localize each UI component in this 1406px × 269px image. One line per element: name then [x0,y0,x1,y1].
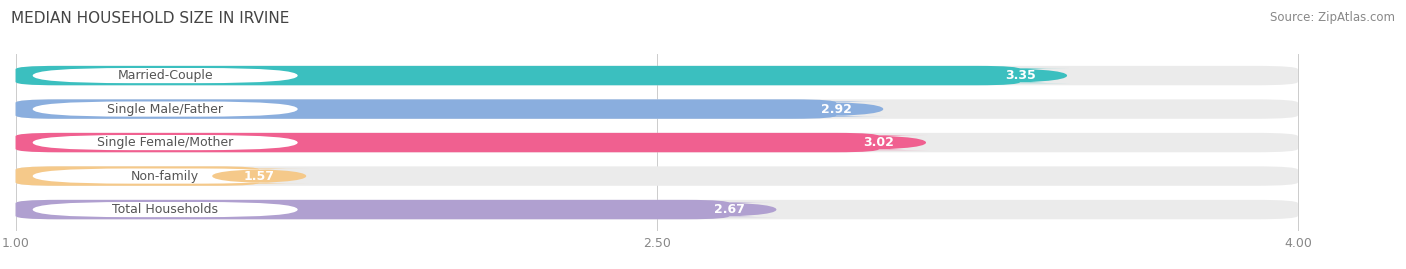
FancyBboxPatch shape [830,135,929,150]
FancyBboxPatch shape [15,99,837,119]
Text: Married-Couple: Married-Couple [117,69,212,82]
Text: 3.02: 3.02 [863,136,894,149]
FancyBboxPatch shape [786,101,886,117]
FancyBboxPatch shape [32,168,298,184]
FancyBboxPatch shape [15,166,1298,186]
Text: MEDIAN HOUSEHOLD SIZE IN IRVINE: MEDIAN HOUSEHOLD SIZE IN IRVINE [11,11,290,26]
Text: Single Male/Father: Single Male/Father [107,102,224,116]
Text: Source: ZipAtlas.com: Source: ZipAtlas.com [1270,11,1395,24]
FancyBboxPatch shape [32,101,298,117]
FancyBboxPatch shape [15,66,1021,85]
Text: Non-family: Non-family [131,169,200,183]
FancyBboxPatch shape [32,68,298,83]
Text: Total Households: Total Households [112,203,218,216]
FancyBboxPatch shape [679,202,779,217]
FancyBboxPatch shape [32,135,298,150]
Text: 3.35: 3.35 [1005,69,1035,82]
FancyBboxPatch shape [15,166,259,186]
Text: 2.67: 2.67 [714,203,745,216]
FancyBboxPatch shape [15,200,730,219]
Text: Single Female/Mother: Single Female/Mother [97,136,233,149]
FancyBboxPatch shape [209,168,309,184]
FancyBboxPatch shape [32,202,298,217]
Text: 2.92: 2.92 [821,102,852,116]
Text: 1.57: 1.57 [243,169,274,183]
FancyBboxPatch shape [15,66,1298,85]
FancyBboxPatch shape [970,68,1070,83]
FancyBboxPatch shape [15,99,1298,119]
FancyBboxPatch shape [15,133,879,152]
FancyBboxPatch shape [15,200,1298,219]
FancyBboxPatch shape [15,133,1298,152]
